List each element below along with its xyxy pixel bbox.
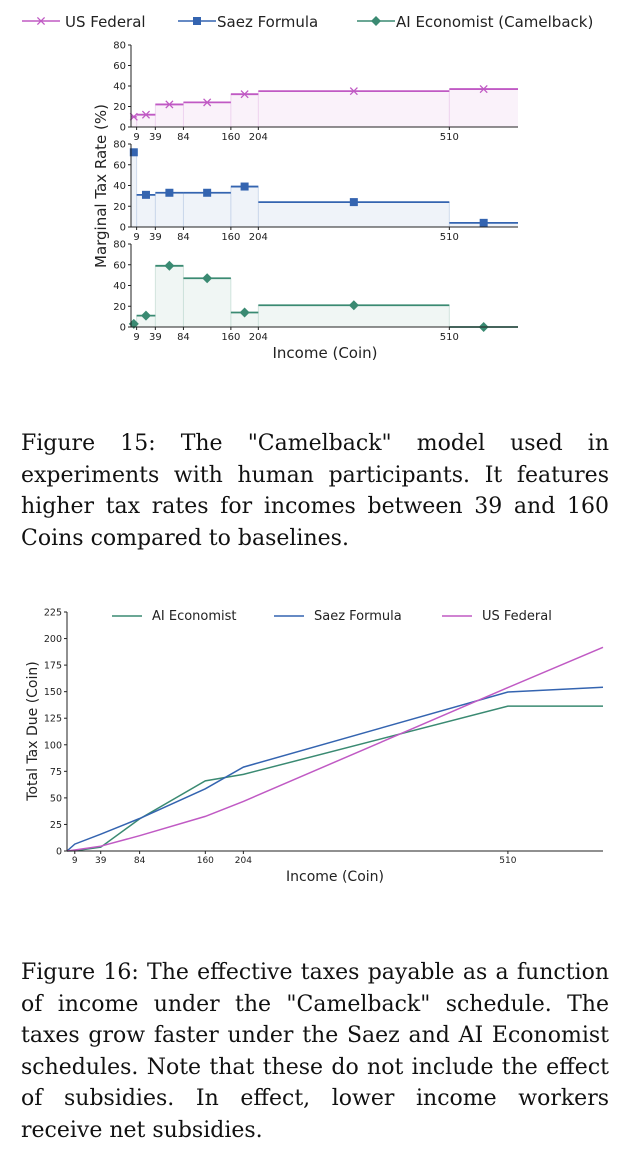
- panel-3-xtick-label: 204: [249, 332, 268, 343]
- fig16-ytick-label: 225: [44, 608, 62, 619]
- panel-3-xtick-label: 39: [149, 332, 162, 343]
- panel-3-ytick-label: 60: [113, 260, 126, 271]
- fig16-xtick-label: 39: [95, 856, 107, 866]
- panel-2-xtick-label: 84: [177, 232, 190, 243]
- fig16-ytick-label: 75: [50, 767, 62, 778]
- panel-1-xtick-label: 204: [249, 132, 268, 143]
- panel-2-xtick-label: 204: [249, 232, 268, 243]
- panel-2-marker-2: [141, 190, 150, 199]
- figure-15-caption: Figure 15: The "Camelback" model used in…: [21, 431, 609, 551]
- fig16-ytick-label: 0: [56, 847, 62, 858]
- legend-label-us-federal: US Federal: [65, 13, 146, 31]
- panel-1-ytick-label: 60: [113, 61, 126, 72]
- panel-2-marker-1: [129, 148, 138, 157]
- panel-3-marker-5: [239, 307, 250, 318]
- panel-2-xtick-label: 160: [221, 232, 240, 243]
- panel-3-ytick-label: 80: [113, 240, 126, 251]
- panel-1-marker-6: [349, 87, 358, 96]
- panel-1-marker-7: [479, 85, 488, 94]
- panel-1-xtick-label: 160: [221, 132, 240, 143]
- y-axis-title: Marginal Tax Rate (%): [92, 104, 110, 268]
- fig16-ytick-label: 175: [44, 661, 62, 672]
- panel-3-xtick-label: 9: [133, 332, 139, 343]
- line-saez-formula: [66, 686, 604, 852]
- panel-2-ytick-label: 20: [113, 202, 126, 213]
- panel-1-xtick-label: 39: [149, 132, 162, 143]
- panel-3-marker-6: [348, 300, 359, 311]
- fig16-xtick-label: 84: [134, 856, 146, 866]
- panel-2-xtick-label: 39: [149, 232, 162, 243]
- legend-marker-saez-formula: [193, 17, 201, 25]
- fig16-ytick-label: 125: [44, 714, 62, 725]
- fig16-xtick-label: 510: [499, 856, 516, 866]
- fig16-ytick-label: 150: [44, 687, 62, 698]
- panel-3-marker-4: [202, 273, 213, 284]
- panel-3-xtick-label: 160: [221, 332, 240, 343]
- panel-3-marker-3: [164, 260, 175, 271]
- panel-2-xtick-label: 510: [440, 232, 459, 243]
- legend2-label-ai-economist: AI Economist: [152, 609, 237, 624]
- fig16-xtick-label: 160: [197, 856, 214, 866]
- fig16-y-axis-title: Total Tax Due (Coin): [25, 661, 41, 801]
- legend-label-saez-formula: Saez Formula: [217, 13, 318, 31]
- panel-2-ytick-label: 60: [113, 160, 126, 171]
- panel-3-ytick-label: 40: [113, 281, 126, 292]
- fig16-ytick-label: 25: [50, 820, 62, 831]
- panel-1-ytick-label: 20: [113, 102, 126, 113]
- legend-label-ai-economist-camelback: AI Economist (Camelback): [396, 13, 593, 31]
- panel-3-ytick-label: 0: [120, 323, 126, 334]
- panel-1-area: [131, 89, 518, 127]
- panel-2-marker-6: [349, 198, 358, 207]
- panel-1-marker-3: [165, 100, 174, 109]
- panel-3-marker-2: [140, 310, 151, 321]
- panel-1-ytick-label: 0: [120, 123, 126, 134]
- panel-2-marker-4: [203, 188, 212, 197]
- panel-2-ytick-label: 80: [113, 140, 126, 151]
- fig16-xtick-label: 204: [235, 856, 252, 866]
- panel-1-xtick-label: 84: [177, 132, 190, 143]
- panel-1-xtick-label: 9: [133, 132, 139, 143]
- panel-3-xtick-label: 84: [177, 332, 190, 343]
- legend-marker-ai-economist-camelback: [371, 16, 381, 26]
- panel-3-ytick-label: 20: [113, 302, 126, 313]
- panel-2-xtick-label: 9: [133, 232, 139, 243]
- line-us-federal: [66, 646, 604, 852]
- panel-1-ytick-label: 40: [113, 82, 126, 93]
- legend2-label-saez-formula: Saez Formula: [314, 609, 402, 624]
- panel-2-ytick-label: 40: [113, 181, 126, 192]
- panel-1-xtick-label: 510: [440, 132, 459, 143]
- legend-marker-us-federal: [36, 16, 46, 26]
- panel-1-ytick-label: 80: [113, 41, 126, 52]
- panel-2-marker-5: [240, 182, 249, 191]
- figure-16-total-tax-chart: AI Economist Saez Formula US Federal 0 25 50 7…: [25, 608, 604, 885]
- panel-3-area: [131, 265, 518, 327]
- panel-1-marker-2: [141, 110, 151, 119]
- line-ai-economist: [66, 705, 603, 852]
- panel-2-marker-3: [165, 188, 174, 197]
- figure-15-marginal-tax-chart: US Federal Saez Formula AI Economist (Came…: [22, 13, 593, 362]
- panel-1-marker-4: [203, 98, 212, 107]
- fig16-ytick-label: 100: [44, 740, 62, 751]
- panel-2-area: [131, 152, 518, 227]
- fig16-ytick-label: 50: [50, 793, 62, 804]
- panel-2-ytick-label: 0: [120, 223, 126, 234]
- figure-16-caption: Figure 16: The effective taxes payable a…: [21, 960, 609, 1143]
- panel-1-marker-5: [240, 90, 249, 99]
- panel-3-xtick-label: 510: [440, 332, 459, 343]
- fig16-xtick-label: 9: [72, 856, 78, 866]
- panel-2-marker-7: [479, 218, 488, 227]
- fig16-ytick-label: 200: [44, 634, 62, 645]
- x-axis-title: Income (Coin): [273, 344, 378, 362]
- legend2-label-us-federal: US Federal: [482, 609, 552, 624]
- fig16-x-axis-title: Income (Coin): [286, 869, 384, 885]
